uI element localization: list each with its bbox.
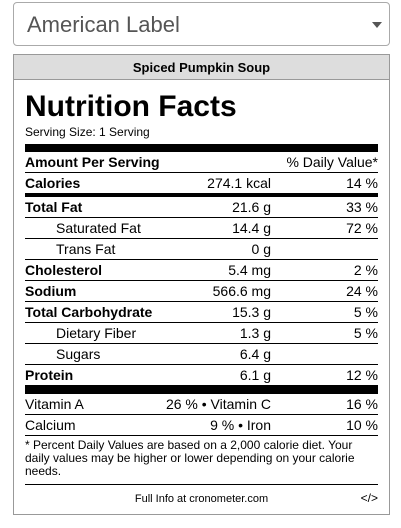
cell: 12 % bbox=[346, 367, 378, 383]
nutrient-row: Dietary Fiber 1.3 g 5 % bbox=[25, 323, 378, 344]
nutrient-row: Saturated Fat 14.4 g 72 % bbox=[25, 218, 378, 239]
cell: 33 % bbox=[346, 199, 378, 215]
nutrient-row: Vitamin A 26 % • Vitamin C 16 % bbox=[25, 394, 378, 415]
cell: 10 % bbox=[346, 417, 378, 433]
nutrient-row: Trans Fat 0 g bbox=[25, 239, 378, 260]
nutrient-rows: Total Fat 21.6 g 33 % Saturated Fat 14.4 g 72… bbox=[25, 197, 378, 385]
cell: 6.4 g bbox=[239, 346, 271, 362]
cell: 14.4 g bbox=[232, 220, 271, 236]
cell: 14 % bbox=[346, 175, 378, 191]
cell: 24 % bbox=[346, 283, 378, 299]
cell: Total Fat bbox=[25, 199, 83, 215]
nutrition-label: Spiced Pumpkin Soup Nutrition Facts Serv… bbox=[13, 54, 390, 515]
cell: 15.3 g bbox=[232, 304, 271, 320]
header-row: Amount Per Serving % Daily Value* bbox=[25, 152, 378, 173]
footer-link[interactable]: Full Info at cronometer.com bbox=[134, 493, 269, 505]
cell: 6.1 g bbox=[239, 367, 271, 383]
footnote: * Percent Daily Values are based on a 2,… bbox=[25, 435, 378, 485]
cell: 566.6 mg bbox=[212, 283, 271, 299]
cell: Trans Fat bbox=[56, 241, 116, 257]
cell: Sodium bbox=[25, 283, 77, 299]
cell: Dietary Fiber bbox=[56, 325, 137, 341]
label-selector[interactable]: American Label bbox=[13, 2, 390, 46]
embed-button[interactable]: </> bbox=[360, 491, 378, 505]
cell: 9 % • Iron bbox=[210, 417, 271, 433]
cell: 0 g bbox=[251, 241, 271, 257]
selector-text: American Label bbox=[27, 12, 180, 37]
footer: Full Info at cronometer.com </> bbox=[25, 485, 378, 511]
cell: Total Carbohydrate bbox=[25, 304, 153, 320]
cell: Saturated Fat bbox=[56, 220, 141, 236]
nutrient-row: Total Carbohydrate 15.3 g 5 % bbox=[25, 302, 378, 323]
calories-row: Calories 274.1 kcal 14 % bbox=[25, 173, 378, 193]
cell: 5 % bbox=[353, 304, 378, 320]
nutrient-row: Protein 6.1 g 12 % bbox=[25, 365, 378, 385]
cell: 2 % bbox=[353, 262, 378, 278]
cell: Calcium bbox=[25, 417, 76, 433]
nutrient-row: Cholesterol 5.4 mg 2 % bbox=[25, 260, 378, 281]
cell: Protein bbox=[25, 367, 74, 383]
thick-rule bbox=[25, 144, 378, 152]
cell: Calories bbox=[25, 175, 81, 191]
cell: Sugars bbox=[56, 346, 101, 362]
label-body: Nutrition Facts Serving Size: 1 Serving … bbox=[14, 90, 389, 511]
nutrient-row: Calcium 9 % • Iron 10 % bbox=[25, 415, 378, 435]
nutrient-row: Sugars 6.4 g bbox=[25, 344, 378, 365]
medium-rule bbox=[25, 193, 378, 197]
heading: Nutrition Facts bbox=[25, 90, 237, 123]
header-cell: Amount Per Serving bbox=[25, 154, 160, 170]
nutrient-row: Total Fat 21.6 g 33 % bbox=[25, 197, 378, 218]
cell: Cholesterol bbox=[25, 262, 103, 278]
cell: 21.6 g bbox=[232, 199, 271, 215]
cell: 5 % bbox=[353, 325, 378, 341]
caret bbox=[372, 22, 382, 28]
cell: 72 % bbox=[346, 220, 378, 236]
cell: Vitamin A bbox=[25, 396, 84, 412]
thick-rule bbox=[25, 385, 378, 394]
header-cell: % Daily Value* bbox=[286, 154, 378, 170]
cell: 5.4 mg bbox=[228, 262, 271, 278]
cell: 16 % bbox=[346, 396, 378, 412]
cell: 274.1 kcal bbox=[207, 175, 271, 191]
vitamin-rows: Vitamin A 26 % • Vitamin C 16 % Calcium 9 % … bbox=[25, 394, 378, 435]
nutrient-row: Sodium 566.6 mg 24 % bbox=[25, 281, 378, 302]
cell: 1.3 g bbox=[239, 325, 271, 341]
cell: 26 % • Vitamin C bbox=[165, 396, 271, 412]
serving-size: Serving Size: 1 Serving bbox=[25, 125, 150, 139]
recipe-title: Spiced Pumpkin Soup bbox=[14, 55, 389, 80]
